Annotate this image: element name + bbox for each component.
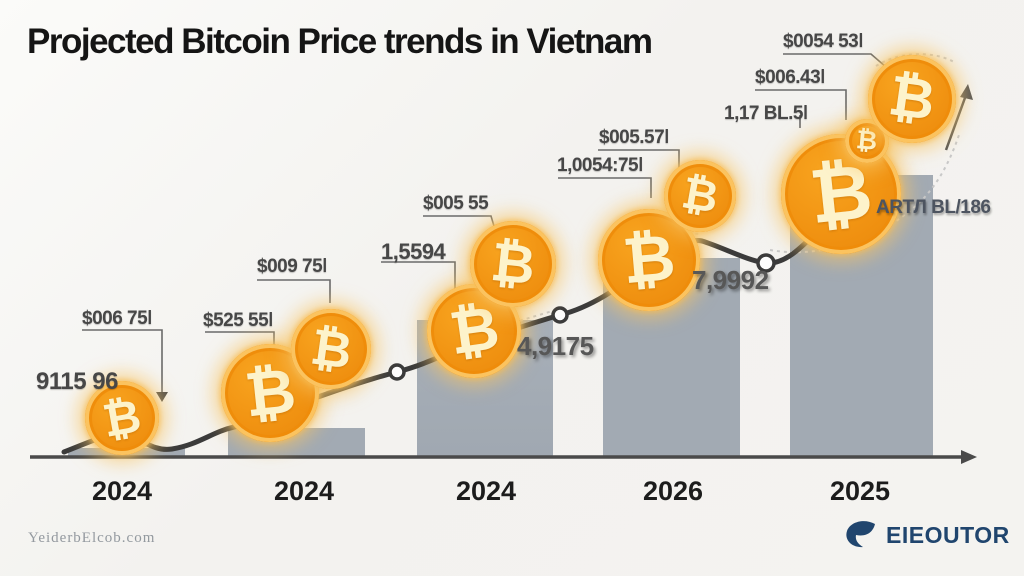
price-label: $006.43ǀ — [755, 67, 826, 88]
page-title: Projected Bitcoin Price trends in Vietna… — [27, 22, 653, 61]
bitcoin-icon: ₿ — [306, 317, 356, 381]
watermark-text: YeiderbElcob.com — [28, 530, 156, 546]
x-axis-label-1: 2024 — [91, 476, 153, 506]
bitcoin-icon: ₿ — [805, 146, 877, 241]
bitcoin-coin-4b: ₿ — [664, 160, 736, 232]
price-label: 9115 96 — [36, 368, 118, 395]
brand-logo: EIEOUTOR — [842, 519, 1010, 551]
label-leader-lines — [82, 53, 887, 393]
x-axis-label-4: 2026 — [642, 476, 704, 506]
bitcoin-coin-2b: ₿ — [291, 309, 371, 389]
bitcoin-icon: ₿ — [619, 220, 679, 300]
logo-swoosh-icon — [846, 521, 875, 548]
logo-text: EIEOUTOR — [886, 521, 1010, 548]
price-label: 7,9992 — [692, 265, 769, 295]
bitcoin-icon: ₿ — [444, 292, 504, 370]
bitcoin-coin-5-top: ₿ — [868, 55, 956, 143]
price-label: $525 55ǀ — [203, 310, 274, 331]
price-label: $005.57ǀ — [599, 127, 670, 148]
price-label: 1,5594 — [381, 239, 446, 264]
bitcoin-icon: ₿ — [98, 388, 146, 448]
price-label: $009 75ǀ — [257, 256, 328, 277]
price-label: $005 55 — [423, 193, 489, 214]
x-axis-label-5: 2025 — [829, 476, 891, 506]
price-label: $0054 53ǀ — [783, 31, 864, 52]
bitcoin-coin-3b: ₿ — [470, 221, 556, 307]
price-label: ARTЛ BL/186 — [876, 197, 991, 218]
x-axis-arrowhead — [961, 450, 977, 464]
price-label: 1,0054:75ǀ — [557, 155, 643, 176]
price-label: 1,17 BL.5ǀ — [724, 103, 808, 124]
growth-arrow — [944, 94, 968, 151]
bitcoin-icon: ₿ — [241, 353, 299, 432]
bitcoin-icon: ₿ — [677, 167, 723, 224]
x-axis-label-2: 2024 — [273, 476, 335, 506]
price-label: $006 75ǀ — [82, 308, 153, 329]
price-label: 4,9175 — [517, 331, 594, 361]
bitcoin-icon: ₿ — [884, 63, 940, 134]
growth-arrowhead — [960, 84, 973, 100]
bitcoin-icon: ₿ — [855, 125, 879, 157]
leader-arrowhead — [156, 392, 168, 402]
line-node-markers — [388, 253, 776, 381]
bitcoin-icon: ₿ — [487, 229, 539, 298]
x-axis-label-3: 2024 — [455, 476, 517, 506]
bitcoin-coin-1: ₿ — [85, 381, 159, 455]
